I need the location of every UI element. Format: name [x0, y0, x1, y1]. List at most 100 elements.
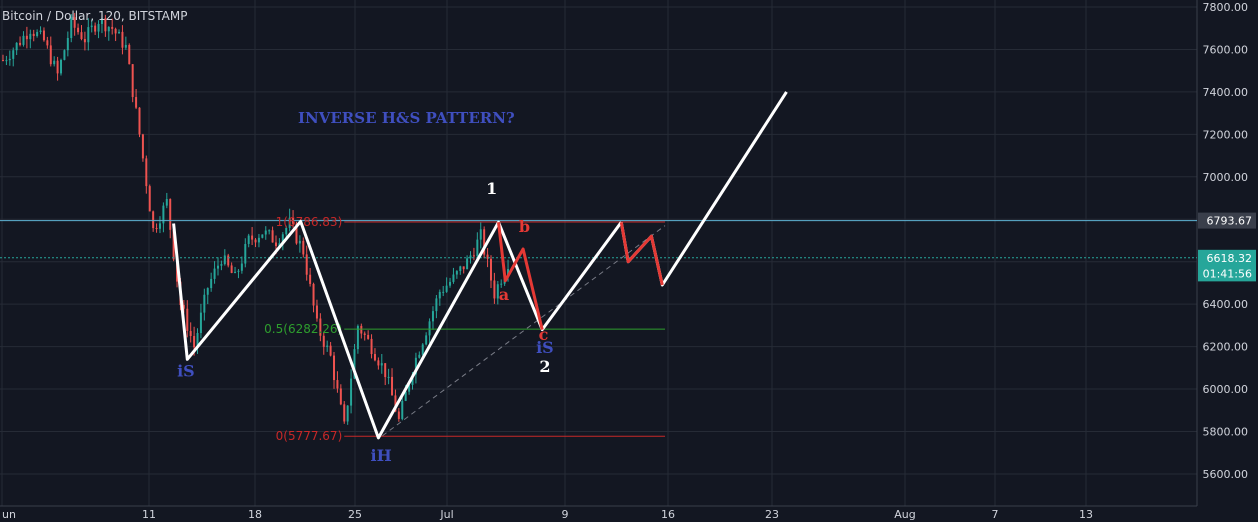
candle-body: [275, 242, 277, 247]
price-badge-last: 6618.32: [1198, 249, 1256, 266]
y-tick-label: 7200.00: [1203, 128, 1249, 141]
candle: [466, 255, 469, 270]
candle: [442, 285, 445, 297]
candle: [363, 331, 366, 341]
candle-body: [90, 25, 93, 28]
candle: [322, 332, 325, 355]
candle: [60, 58, 63, 76]
candle: [298, 235, 301, 253]
candle: [83, 31, 86, 51]
candle: [234, 266, 237, 274]
candle: [268, 229, 271, 235]
candle: [237, 269, 240, 279]
candle-body: [363, 333, 366, 335]
candle-body: [254, 239, 257, 243]
candle-body: [172, 229, 175, 260]
candle: [380, 353, 383, 374]
candle: [158, 216, 161, 234]
candle: [350, 369, 353, 414]
candle: [135, 88, 138, 110]
candle: [39, 26, 42, 35]
candle-body: [319, 318, 322, 336]
candle: [339, 384, 342, 406]
candle: [121, 25, 124, 55]
candle-body: [462, 266, 465, 270]
candle-body: [350, 378, 353, 406]
candle: [346, 405, 349, 425]
inverse-hs-white-path: [172, 219, 623, 440]
candle: [251, 227, 254, 246]
candle-body: [39, 30, 42, 33]
candle-body: [285, 227, 288, 235]
candle: [401, 395, 404, 421]
candle-body: [288, 217, 291, 228]
candle-body: [94, 25, 97, 32]
candle: [66, 31, 69, 57]
candle-body: [196, 332, 199, 348]
candle-body: [421, 344, 424, 355]
candle: [391, 368, 394, 396]
candle: [199, 303, 202, 339]
candle-body: [312, 283, 315, 306]
candle: [165, 192, 168, 209]
candle-body: [46, 40, 49, 46]
candle: [216, 257, 219, 276]
candle: [100, 15, 103, 34]
x-tick-label: 13: [1079, 508, 1093, 521]
candle: [49, 36, 52, 67]
candle: [5, 55, 8, 66]
candle: [53, 56, 56, 67]
price-badge-bg: [1198, 249, 1256, 266]
candle-body: [162, 205, 165, 224]
candle-body: [394, 395, 397, 412]
candle-body: [377, 360, 380, 366]
candle-body: [380, 363, 383, 366]
candle: [196, 328, 199, 354]
candle-body: [445, 285, 448, 292]
candle: [213, 261, 216, 284]
candle-body: [496, 284, 499, 299]
candle-body: [452, 274, 455, 282]
x-tick-label: 23: [765, 508, 779, 521]
candle: [329, 341, 332, 357]
x-tick-label: Jul: [439, 508, 453, 521]
candle-body: [391, 376, 394, 396]
candle: [312, 282, 315, 313]
candle: [489, 255, 492, 289]
candle-body: [220, 264, 223, 266]
candle-body: [145, 158, 148, 187]
candle-body: [100, 18, 103, 24]
candle-body: [5, 60, 8, 62]
candle-body: [186, 308, 189, 332]
y-tick-label: 7000.00: [1203, 171, 1249, 184]
x-tick-label: 7: [992, 508, 999, 521]
candle-body: [131, 64, 134, 98]
candle: [145, 155, 148, 194]
candle-body: [141, 134, 144, 159]
candle: [500, 279, 503, 288]
candle: [97, 20, 100, 39]
candle: [70, 14, 73, 43]
candle: [206, 287, 209, 305]
x-tick-label: 16: [661, 508, 675, 521]
candle-body: [479, 229, 482, 240]
price-badge-resistance: 6793.67: [1198, 212, 1256, 229]
candle-body: [80, 32, 83, 40]
candle-body: [418, 354, 421, 358]
candle-body: [336, 380, 339, 389]
candle: [63, 49, 66, 61]
candle-body: [32, 33, 35, 37]
candle: [309, 267, 312, 287]
candle-body: [66, 38, 69, 51]
candle: [152, 210, 155, 232]
candle-body: [500, 283, 503, 285]
price-badge-label: 6618.32: [1207, 252, 1253, 265]
candle-body: [121, 31, 124, 48]
y-tick-label: 6200.00: [1203, 341, 1249, 354]
candle: [469, 251, 472, 264]
wave-label-1: 1: [486, 179, 497, 198]
candle-body: [329, 345, 332, 356]
candle-body: [384, 363, 387, 378]
candle: [254, 238, 257, 248]
